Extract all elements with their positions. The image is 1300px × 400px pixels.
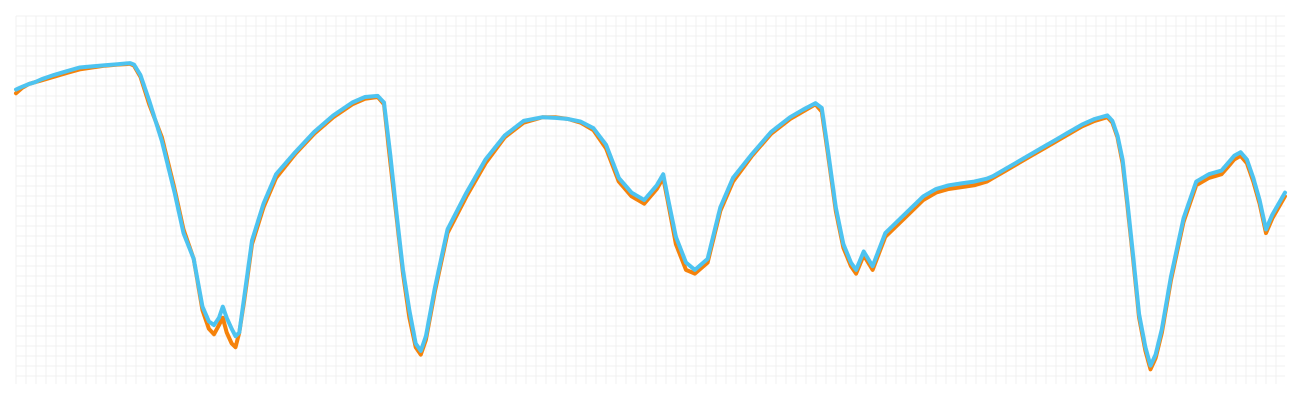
- chart-series: [14, 61, 1287, 372]
- series-line-2: [14, 61, 1287, 368]
- chart-grid: [15, 15, 1285, 384]
